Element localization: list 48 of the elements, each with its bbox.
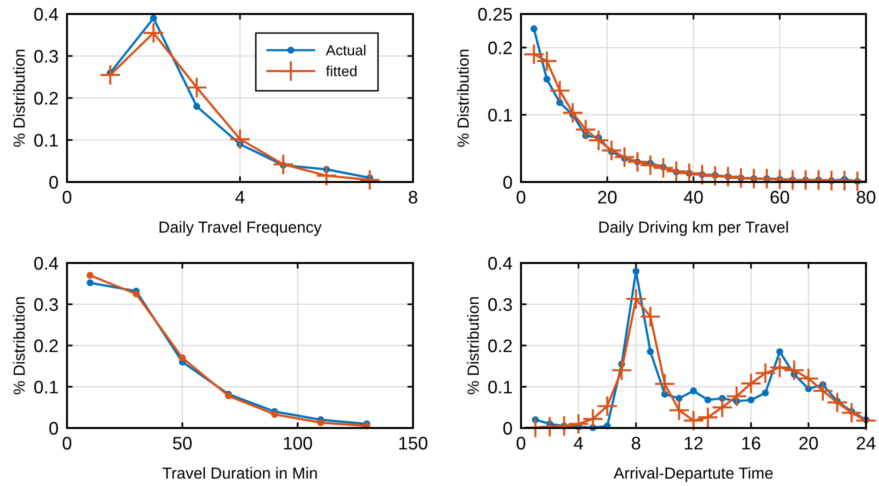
y-tick-label: 0 (503, 176, 512, 189)
y-tick-label: 0.4 (488, 256, 512, 270)
y-axis-title: % Distribution (467, 297, 479, 394)
legend-label: fitted (326, 66, 357, 76)
x-tick-label: 16 (742, 436, 760, 450)
y-tick-label: 0.1 (34, 380, 58, 394)
x-tick-label: 24 (856, 436, 876, 450)
x-tick-label: 0 (516, 190, 526, 204)
y-tick-label: 0.4 (34, 256, 58, 270)
y-axis-title: % Distribution (13, 297, 25, 394)
x-tick-label: 8 (632, 436, 640, 450)
x-tick-label: 12 (684, 436, 703, 450)
x-axis-title: Daily Travel Frequency (160, 221, 322, 236)
y-tick-label: 0.3 (34, 50, 58, 63)
x-tick-label: 150 (399, 436, 428, 450)
y-tick-label: 0 (49, 176, 58, 189)
x-tick-label: 4 (235, 190, 244, 204)
x-tick-label: 100 (284, 436, 312, 450)
x-tick-label: 0 (62, 190, 72, 204)
x-axis-title: Travel Duration in Min (162, 467, 317, 479)
y-tick-label: 0.1 (34, 134, 58, 147)
y-tick-label: 0 (503, 422, 512, 435)
y-tick-label: 0.2 (34, 92, 58, 105)
y-tick-label: 0 (49, 422, 58, 435)
y-tick-label: 0.4 (34, 8, 58, 21)
y-tick-label: 0.3 (34, 298, 58, 311)
x-tick-label: 20 (598, 190, 617, 204)
x-axis-title: Daily Driving km per Travel (599, 221, 788, 236)
x-axis-title: Arrival-Departute Time (614, 467, 773, 482)
y-tick-label: 0.1 (488, 380, 512, 394)
y-tick-label: 0.2 (488, 339, 512, 352)
y-axis-title: % Distribution (13, 50, 25, 147)
y-axis-title: % Distribution (457, 50, 469, 147)
y-tick-label: 0.3 (488, 298, 512, 311)
x-tick-label: 8 (408, 190, 418, 204)
x-tick-label: 4 (574, 436, 583, 450)
x-tick-label: 0 (62, 436, 72, 450)
x-tick-label: 80 (856, 190, 876, 204)
x-tick-label: 0 (516, 436, 526, 450)
y-tick-label: 0.2 (34, 339, 58, 352)
legend-label: Actual (326, 44, 366, 56)
x-tick-label: 60 (770, 190, 790, 204)
x-tick-label: 40 (684, 190, 703, 204)
x-tick-label: 50 (173, 436, 192, 450)
y-tick-label: 0.1 (488, 108, 512, 122)
x-tick-label: 20 (799, 436, 818, 450)
y-tick-label: 0.25 (478, 8, 512, 21)
y-tick-label: 0.2 (488, 42, 512, 54)
